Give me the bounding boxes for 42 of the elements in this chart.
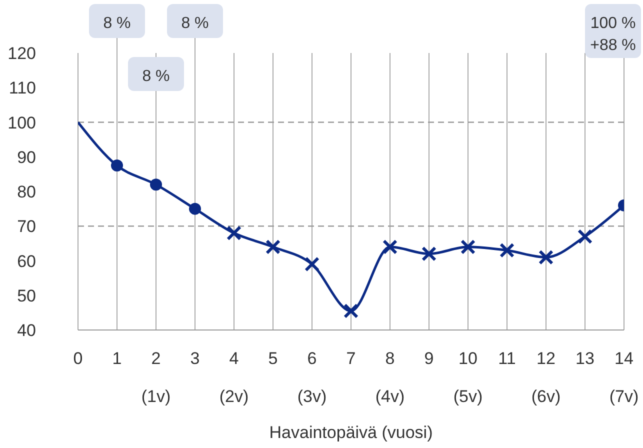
point: [538, 250, 554, 265]
point: [422, 246, 436, 262]
x-tick-label: 6 (3v): [297, 349, 327, 406]
x-tick-label: 0: [73, 349, 83, 368]
point: [382, 239, 398, 254]
x-tick-label: 13: [576, 349, 594, 368]
point: [226, 226, 242, 241]
text: 8 %: [103, 15, 131, 32]
x-tick-label: 2 (1v): [141, 349, 171, 406]
x-tick-label: 9: [424, 349, 434, 368]
point: [304, 256, 320, 272]
annotation: 100 % +88 %: [590, 15, 636, 54]
y-tick-label: 100: [8, 113, 36, 132]
y-tick-label: 120: [8, 44, 36, 63]
x-axis-title: Havaintopäivä (vuosi): [269, 423, 433, 442]
y-tick-label: 80: [17, 182, 36, 202]
x-tick-label: 12 (6v): [531, 349, 561, 406]
point: [111, 160, 123, 172]
x-tick-label: 7: [346, 349, 356, 368]
point: [150, 178, 162, 191]
point: [266, 239, 280, 254]
point: [500, 242, 514, 258]
y-tick-label: 60: [17, 252, 36, 271]
point: [344, 303, 358, 318]
y-tick-label: 40: [17, 321, 36, 340]
point: [460, 239, 476, 254]
x-tick-label: 3: [190, 349, 200, 368]
point: [189, 202, 201, 215]
x-tick-label: 8 (4v): [375, 349, 405, 406]
y-tick-label: 110: [8, 78, 36, 98]
annotation: 8 %: [142, 68, 170, 85]
x-tick-label: 5: [268, 349, 278, 368]
x-tick-label: 4 (2v): [219, 349, 249, 406]
text: 8 %: [181, 15, 209, 32]
x-tick-label: 10 (5v): [453, 349, 483, 406]
x-tick-label: 1: [112, 349, 122, 368]
point: [578, 229, 592, 244]
y-tick-label: 90: [17, 148, 36, 167]
y-tick-label: 70: [17, 217, 36, 236]
x-tick-label: 14 (7v): [609, 349, 639, 406]
x-tick-label: 11: [498, 349, 516, 368]
y-tick-label: 50: [17, 286, 36, 306]
